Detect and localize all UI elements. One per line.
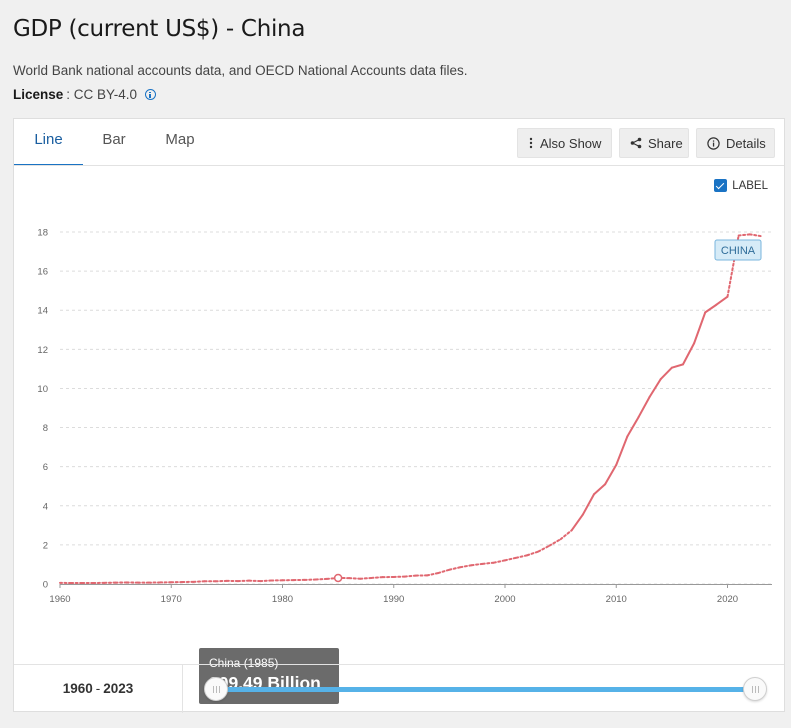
series-segment xyxy=(526,550,540,557)
chart-tabs: Line Bar Map xyxy=(14,119,215,166)
x-tick-label: 2010 xyxy=(606,594,627,605)
series-segment xyxy=(659,366,673,381)
series-segment xyxy=(581,493,595,516)
series-segment xyxy=(437,568,451,575)
series-segment xyxy=(504,556,518,562)
series-segment xyxy=(559,529,573,541)
series-segment xyxy=(648,378,662,398)
year-range-slider[interactable] xyxy=(215,687,756,692)
x-tick-label: 1990 xyxy=(383,594,404,605)
year-range-footer: 1960-2023 xyxy=(14,664,784,713)
info-icon[interactable] xyxy=(145,89,157,100)
series-segment xyxy=(448,566,462,571)
series-segment xyxy=(192,580,206,583)
more-vertical-icon xyxy=(529,137,533,149)
range-end: 2023 xyxy=(103,681,134,696)
y-tick-label: 12 xyxy=(37,345,48,356)
gdp-line-chart: 0 2 4 6 8 10 12 14 16 18 1960 1970 1980 1990 2000 2010 2… xyxy=(37,228,772,605)
series-segment xyxy=(492,559,506,564)
series-segment xyxy=(481,561,495,565)
series-segment xyxy=(314,577,328,581)
y-tick-label: 8 xyxy=(43,423,48,434)
series-segment xyxy=(748,233,762,238)
license-row: License : CC BY-4.0 xyxy=(13,87,157,102)
series-segment xyxy=(704,303,718,314)
x-tick-label: 1960 xyxy=(49,594,70,605)
series-segment xyxy=(615,435,629,466)
range-separator: - xyxy=(95,681,101,696)
y-tick-label: 6 xyxy=(43,462,48,473)
label-checkbox[interactable] xyxy=(714,179,728,192)
share-icon xyxy=(630,137,642,149)
share-label: Share xyxy=(648,135,683,151)
share-button[interactable]: Share xyxy=(619,128,689,158)
series-segment xyxy=(670,363,684,369)
series-segment xyxy=(693,311,707,345)
series-segment xyxy=(737,233,751,237)
also-show-label: Also Show xyxy=(540,135,602,151)
y-tick-label: 18 xyxy=(37,228,48,239)
series-segment xyxy=(570,513,584,532)
series-segment xyxy=(515,554,529,559)
slider-handle-end[interactable] xyxy=(743,677,767,701)
label-toggle-text: LABEL xyxy=(732,179,768,192)
highlight-point xyxy=(333,573,343,583)
series-segment xyxy=(348,577,362,580)
series-segment xyxy=(593,483,607,496)
series-segment xyxy=(604,463,618,486)
series-segment xyxy=(548,538,562,547)
y-tick-label: 16 xyxy=(37,267,48,278)
license-label: License xyxy=(13,87,64,102)
chart-card: Line Bar Map Also Show Share Details LAB… xyxy=(13,118,785,713)
series-segment xyxy=(459,564,473,569)
tooltip-title: China (1985) xyxy=(209,656,279,670)
series-segment xyxy=(359,576,373,580)
source-description: World Bank national accounts data, and O… xyxy=(13,63,468,78)
series-segment xyxy=(626,416,640,438)
chart-area: LABEL 0 2 4 6 8 10 12 14 16 18 1960 1970 1980 1990 200… xyxy=(14,167,784,704)
series-segment xyxy=(403,574,417,578)
y-tick-label: 4 xyxy=(43,501,48,512)
series-segment xyxy=(426,572,440,577)
series-segment xyxy=(637,395,651,419)
series-segment xyxy=(715,295,729,306)
tab-map[interactable]: Map xyxy=(165,131,195,148)
x-tick-label: 2020 xyxy=(717,594,738,605)
details-button[interactable]: Details xyxy=(696,128,775,158)
page-title: GDP (current US$) - China xyxy=(13,16,306,42)
y-tick-label: 0 xyxy=(43,580,48,591)
license-value: : CC BY-4.0 xyxy=(66,87,138,102)
slider-handle-start[interactable] xyxy=(204,677,228,701)
tab-line[interactable]: Line xyxy=(14,119,83,166)
series-segment xyxy=(537,544,551,553)
series-segment xyxy=(370,576,384,579)
also-show-button[interactable]: Also Show xyxy=(517,128,612,158)
tab-divider xyxy=(14,165,784,166)
series-segment xyxy=(259,579,273,583)
y-tick-label: 14 xyxy=(37,306,48,317)
series-label-china: CHINA xyxy=(721,245,756,257)
x-tick-label: 1980 xyxy=(272,594,293,605)
year-range-text: 1960-2023 xyxy=(14,665,183,713)
label-toggle[interactable]: LABEL xyxy=(714,179,768,192)
series-segment xyxy=(470,562,484,567)
x-tick-label: 2000 xyxy=(494,594,515,605)
details-label: Details xyxy=(726,135,766,151)
tab-bar[interactable]: Bar xyxy=(102,131,126,148)
info-circle-icon xyxy=(707,136,720,150)
range-start: 1960 xyxy=(62,681,93,696)
x-tick-label: 1970 xyxy=(161,594,182,605)
y-tick-label: 10 xyxy=(37,384,48,395)
y-tick-label: 2 xyxy=(43,540,48,551)
series-label-box xyxy=(714,239,762,261)
series-segment xyxy=(682,342,696,366)
